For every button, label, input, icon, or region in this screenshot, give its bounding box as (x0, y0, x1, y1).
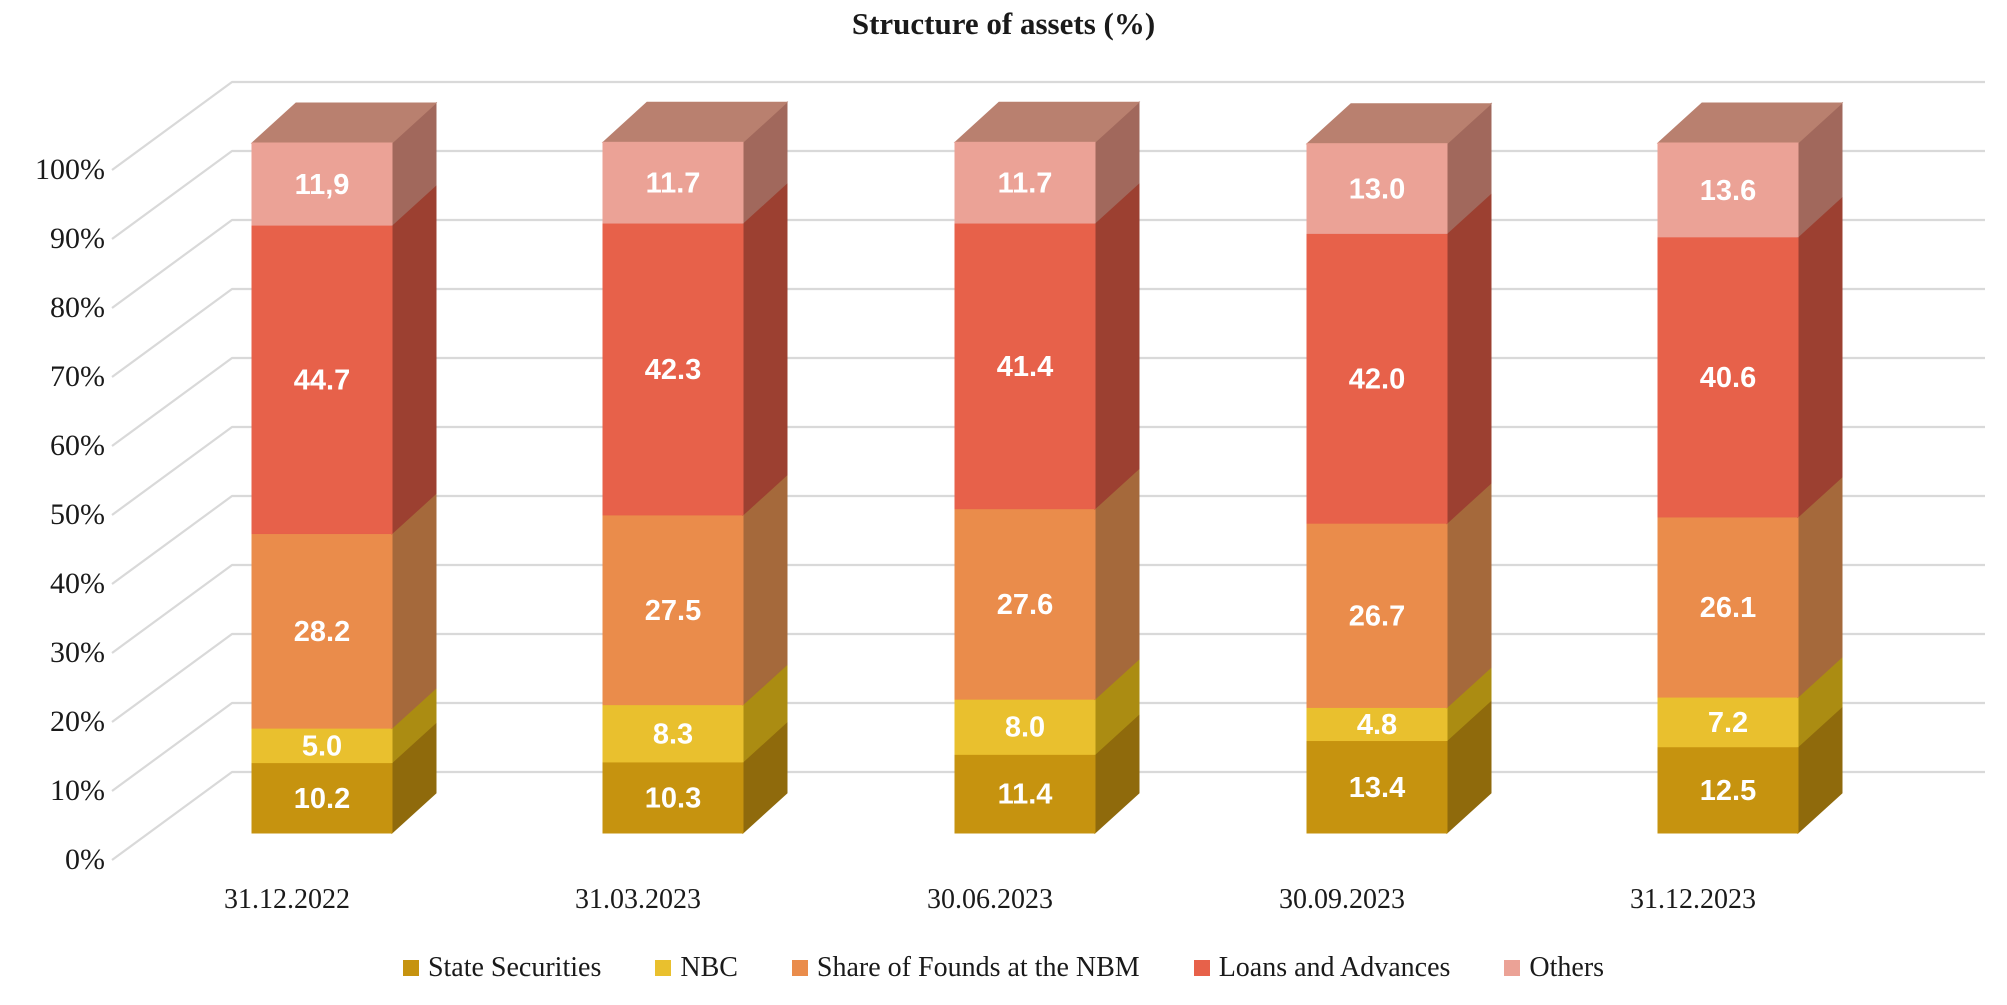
legend-item: State Securities (402, 952, 602, 984)
data-label: 13.4 (1349, 772, 1405, 804)
bar-segment (1657, 142, 1799, 238)
legend-swatch-nbc (655, 960, 672, 976)
bar-segment (251, 762, 393, 834)
data-label: 26.7 (1349, 600, 1405, 632)
x-axis-label: 31.12.2023 (1630, 884, 1756, 915)
bar-segment (1657, 516, 1799, 698)
bar-segment (602, 704, 744, 763)
data-label: 40.6 (1700, 362, 1756, 394)
legend-item: Others (1504, 952, 1604, 984)
legend-label: Share of Founds at the NBM (816, 952, 1140, 983)
data-label: 42.0 (1349, 363, 1405, 395)
bar-segment-side (1446, 192, 1492, 525)
bar-segment (954, 222, 1096, 510)
y-axis-tick: 80% (50, 291, 105, 324)
data-label: 27.5 (645, 595, 701, 627)
bar-segment (602, 761, 744, 834)
y-axis-tick: 20% (50, 705, 105, 738)
data-label: 11.4 (998, 779, 1053, 811)
y-axis-tick: 50% (50, 498, 105, 531)
bar-segment (251, 533, 393, 729)
y-axis-tick: 70% (50, 360, 105, 393)
bar-segment-side (1094, 181, 1140, 510)
gridline (111, 80, 1985, 171)
bar-segment (602, 141, 744, 224)
bar-segment (1306, 232, 1448, 524)
bar-segment (251, 142, 393, 226)
bar-segment (1306, 740, 1448, 834)
data-label: 8.3 (653, 718, 693, 750)
bar-segment (1657, 746, 1799, 834)
data-label: 11.7 (646, 168, 701, 200)
data-label: 44.7 (294, 364, 350, 396)
bar-segment (1657, 236, 1799, 518)
legend-item: Share of Founds at the NBM (791, 952, 1140, 984)
data-label: 10.3 (645, 782, 701, 814)
bar-segment (954, 698, 1096, 755)
legend-label: Others (1529, 952, 1605, 983)
data-label: 5.0 (302, 730, 342, 762)
y-axis-tick: 0% (65, 843, 105, 876)
bar-segment (954, 753, 1096, 834)
bar-segment-side (1797, 195, 1843, 519)
y-axis-tick: 10% (50, 774, 105, 807)
legend-item: NBC (655, 952, 738, 984)
bar-segment (1306, 143, 1448, 234)
data-label: 8.0 (1005, 712, 1045, 744)
y-axis-tick: 100% (35, 153, 105, 186)
data-label: 4.8 (1357, 709, 1397, 741)
y-axis-tick: 30% (50, 636, 105, 669)
data-label: 13.6 (1700, 175, 1756, 207)
data-label: 27.6 (997, 589, 1053, 621)
chart-title: Structure of assets (%) (851, 6, 1156, 41)
legend-swatch-others (1504, 960, 1521, 976)
x-axis-label: 30.09.2023 (1279, 884, 1405, 915)
data-label: 11,9 (295, 169, 350, 201)
data-label: 26.1 (1700, 592, 1756, 624)
bar-segment (251, 224, 393, 535)
data-label: 12.5 (1700, 775, 1756, 807)
legend-label: State Securities (427, 952, 602, 983)
y-axis-tick: 90% (50, 222, 105, 255)
data-label: 41.4 (997, 351, 1053, 383)
legend-label: Loans and Advances (1218, 952, 1451, 983)
legend-label: NBC (680, 952, 738, 983)
bar-segment (602, 514, 744, 706)
bar-segment-side (742, 181, 788, 517)
bar-segment-side (391, 183, 437, 535)
legend-swatch-loans-and-advances (1193, 960, 1210, 976)
data-label: 13.0 (1349, 174, 1405, 206)
x-axis-label: 30.06.2023 (927, 884, 1053, 915)
y-axis-tick: 40% (50, 567, 105, 600)
data-label: 42.3 (645, 354, 701, 386)
x-axis-label: 31.12.2022 (224, 884, 350, 915)
legend-swatch-state-securities (402, 960, 419, 976)
bar-segment-side (391, 492, 437, 730)
x-axis-label: 31.03.2023 (575, 884, 701, 915)
data-label: 28.2 (294, 616, 350, 648)
y-axis-tick: 60% (50, 429, 105, 462)
legend-swatch-share-of-founds (791, 960, 808, 976)
bar-segment (251, 727, 393, 764)
data-label: 11.7 (998, 168, 1053, 200)
bar-segment (954, 141, 1096, 224)
bar-segment (602, 222, 744, 516)
legend: State Securities NBC Share of Founds at … (0, 946, 2007, 990)
data-label: 10.2 (294, 783, 350, 815)
legend-item: Loans and Advances (1193, 952, 1451, 984)
data-label: 7.2 (1708, 707, 1748, 739)
bar-segment (1306, 706, 1448, 742)
